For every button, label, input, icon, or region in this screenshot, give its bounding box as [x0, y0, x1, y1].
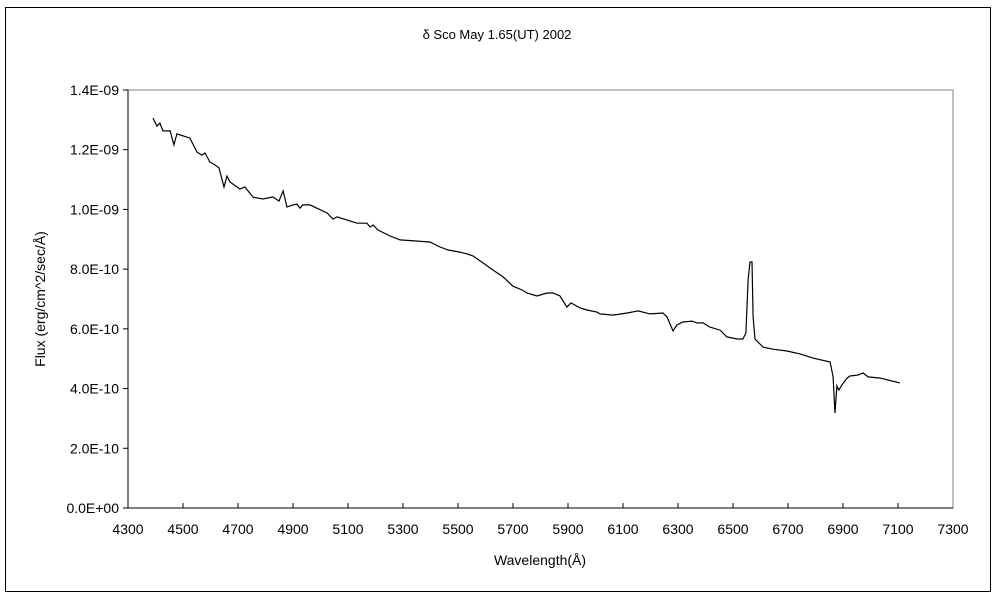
- y-tick-label: 8.0E-10: [70, 261, 119, 277]
- x-tick-label: 5100: [332, 521, 363, 537]
- x-tick-label: 4300: [112, 521, 143, 537]
- y-tick-label: 2.0E-10: [70, 440, 119, 456]
- x-tick-label: 5300: [387, 521, 418, 537]
- x-tick-label: 6300: [662, 521, 693, 537]
- y-tick-label: 1.4E-09: [70, 82, 119, 98]
- chart-frame: [5, 7, 991, 592]
- flux-series-line: [152, 117, 901, 414]
- y-tick-label: 1.2E-09: [70, 142, 119, 158]
- x-tick-label: 7100: [882, 521, 913, 537]
- y-tick-label: 4.0E-10: [70, 381, 119, 397]
- chart-title: δ Sco May 1.65(UT) 2002: [423, 27, 572, 42]
- x-tick-label: 7300: [937, 521, 968, 537]
- y-axis-label: Flux (erg/cm^2/sec/Å): [32, 231, 48, 367]
- x-tick-label: 6500: [717, 521, 748, 537]
- x-tick-label: 4500: [167, 521, 198, 537]
- x-tick-label: 5900: [552, 521, 583, 537]
- x-tick-label: 6700: [772, 521, 803, 537]
- x-tick-label: 4900: [277, 521, 308, 537]
- y-tick-label: 6.0E-10: [70, 321, 119, 337]
- y-tick-label: 0.0E+00: [66, 500, 119, 516]
- x-axis-label: Wavelength(Å): [494, 552, 586, 568]
- x-tick-label: 5500: [442, 521, 473, 537]
- y-tick-label: 1.0E-09: [70, 201, 119, 217]
- x-tick-label: 5700: [497, 521, 528, 537]
- plot-area: [127, 89, 954, 509]
- x-tick-label: 4700: [222, 521, 253, 537]
- x-tick-label: 6100: [607, 521, 638, 537]
- x-tick-label: 6900: [827, 521, 858, 537]
